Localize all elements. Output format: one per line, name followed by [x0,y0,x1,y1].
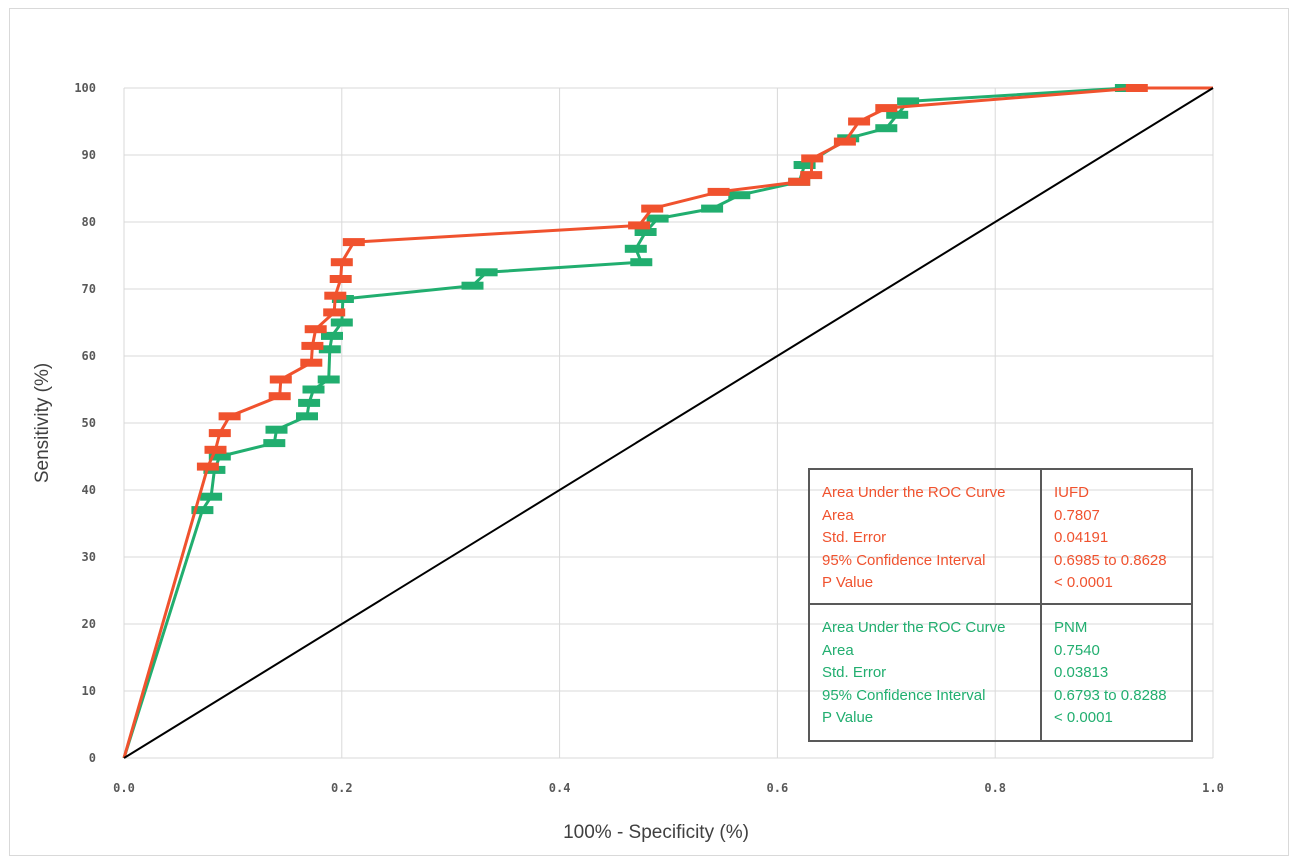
y-tick-label: 20 [82,617,96,631]
iufd-value: 0.6985 to 0.8628 [1054,551,1167,569]
point-marker-iufd [1125,84,1148,92]
x-tick-label: 0.4 [549,781,571,795]
pnm-value: 0.6793 to 0.8288 [1054,686,1167,704]
x-tick-label: 0.0 [113,781,135,795]
iufd-value: 0.7807 [1054,506,1100,524]
iufd-value: 0.04191 [1054,529,1109,546]
point-marker-iufd [800,171,823,180]
iufd-values-cell: IUFD 0.7807 0.04191 0.6985 to 0.8628 < 0… [1042,470,1191,605]
point-marker-iufd [833,137,856,146]
pnm-label: Area Under the ROC Curve [822,619,1006,636]
point-marker-iufd [204,445,227,454]
y-tick-label: 60 [82,349,96,363]
chart-frame [9,8,1289,856]
y-tick-label: 50 [82,416,96,430]
tick-labels: 0.0 0.2 0.4 0.6 0.8 1.0 0 10 20 30 40 50 60 70 80 90 100 [74,81,1224,795]
series-lines [122,84,1214,759]
point-marker-pnm [191,506,214,515]
point-marker-pnm [208,452,231,461]
point-marker-pnm [886,110,909,119]
point-marker-iufd [208,429,231,438]
point-marker-pnm [317,375,340,384]
pnm-value: PNM [1054,619,1088,636]
iufd-value: < 0.0001 [1054,574,1113,591]
point-marker-pnm [728,191,751,200]
point-marker-iufd [268,392,291,401]
point-marker-pnm [646,214,669,223]
reference-diagonal-line [123,87,1214,759]
point-marker-pnm [793,161,816,169]
pnm-label: Std. Error [822,664,887,681]
point-marker-pnm [701,204,724,213]
point-marker-iufd [196,462,219,471]
iufd-label: Std. Error [822,529,887,546]
point-marker-pnm [200,492,223,501]
point-marker-pnm [475,268,498,277]
point-marker-pnm [321,331,343,340]
y-tick-label: 90 [82,148,96,162]
point-marker-iufd [324,291,347,300]
x-tick-label: 0.8 [984,781,1006,795]
x-axis-title: 100% - Specificity (%) [563,822,749,843]
point-marker-pnm [624,244,647,253]
y-tick-label: 80 [82,215,96,229]
pnm-label: 95% Confidence Interval [822,686,986,704]
y-tick-label: 70 [82,282,96,296]
y-tick-label: 30 [82,550,96,564]
point-marker-pnm [298,398,321,407]
pnm-values-cell: PNM 0.7540 0.03813 0.6793 to 0.8288 < 0.… [1042,605,1191,740]
x-tick-label: 0.6 [767,781,789,795]
iufd-label: Area [822,506,854,524]
point-marker-pnm [296,412,318,421]
point-marker-iufd [788,177,811,186]
point-marker-iufd [628,221,651,230]
point-marker-iufd [707,187,730,196]
iufd-label: 95% Confidence Interval [822,551,986,569]
point-marker-pnm [265,425,288,434]
pnm-label: Area [822,641,854,659]
pnm-labels-cell: Area Under the ROC Curve Area Std. Error… [810,605,1042,740]
point-marker-iufd [875,104,898,113]
y-axis-title: Sensitivity (%) [32,363,53,483]
point-marker-pnm [897,97,920,106]
auc-stats-table: Area Under the ROC Curve Area Std. Error… [808,468,1193,742]
iufd-label: P Value [822,574,874,591]
point-marker-pnm [302,385,325,394]
iufd-value: IUFD [1054,484,1089,501]
point-marker-iufd [269,375,292,384]
point-marker-pnm [875,124,898,133]
point-marker-iufd [330,258,353,267]
y-tick-label: 0 [89,751,96,765]
point-marker-pnm [263,439,286,448]
point-marker-iufd [342,238,365,247]
x-tick-label: 1.0 [1202,781,1224,795]
point-marker-pnm [630,258,653,267]
point-marker-pnm [330,318,353,327]
point-marker-iufd [301,341,324,350]
point-marker-pnm [461,281,484,290]
point-marker-pnm [318,345,341,354]
point-marker-iufd [641,204,664,213]
point-marker-iufd [304,325,327,334]
point-marker-pnm [634,228,657,236]
point-marker-iufd [300,358,323,367]
pnm-value: 0.03813 [1054,664,1109,681]
x-tick-label: 0.2 [331,781,353,795]
pnm-value: < 0.0001 [1054,709,1113,726]
point-marker-iufd [218,412,241,421]
iufd-label: Area Under the ROC Curve [822,484,1006,501]
pnm-label: P Value [822,709,874,726]
pnm-value: 0.7540 [1054,641,1100,659]
y-tick-label: 10 [82,684,96,698]
point-marker-iufd [329,275,352,283]
y-tick-label: 100 [74,81,96,95]
point-marker-iufd [323,308,346,317]
iufd-labels-cell: Area Under the ROC Curve Area Std. Error… [810,470,1042,605]
point-marker-iufd [848,117,871,126]
point-marker-iufd [801,154,824,163]
y-tick-label: 40 [82,483,96,497]
